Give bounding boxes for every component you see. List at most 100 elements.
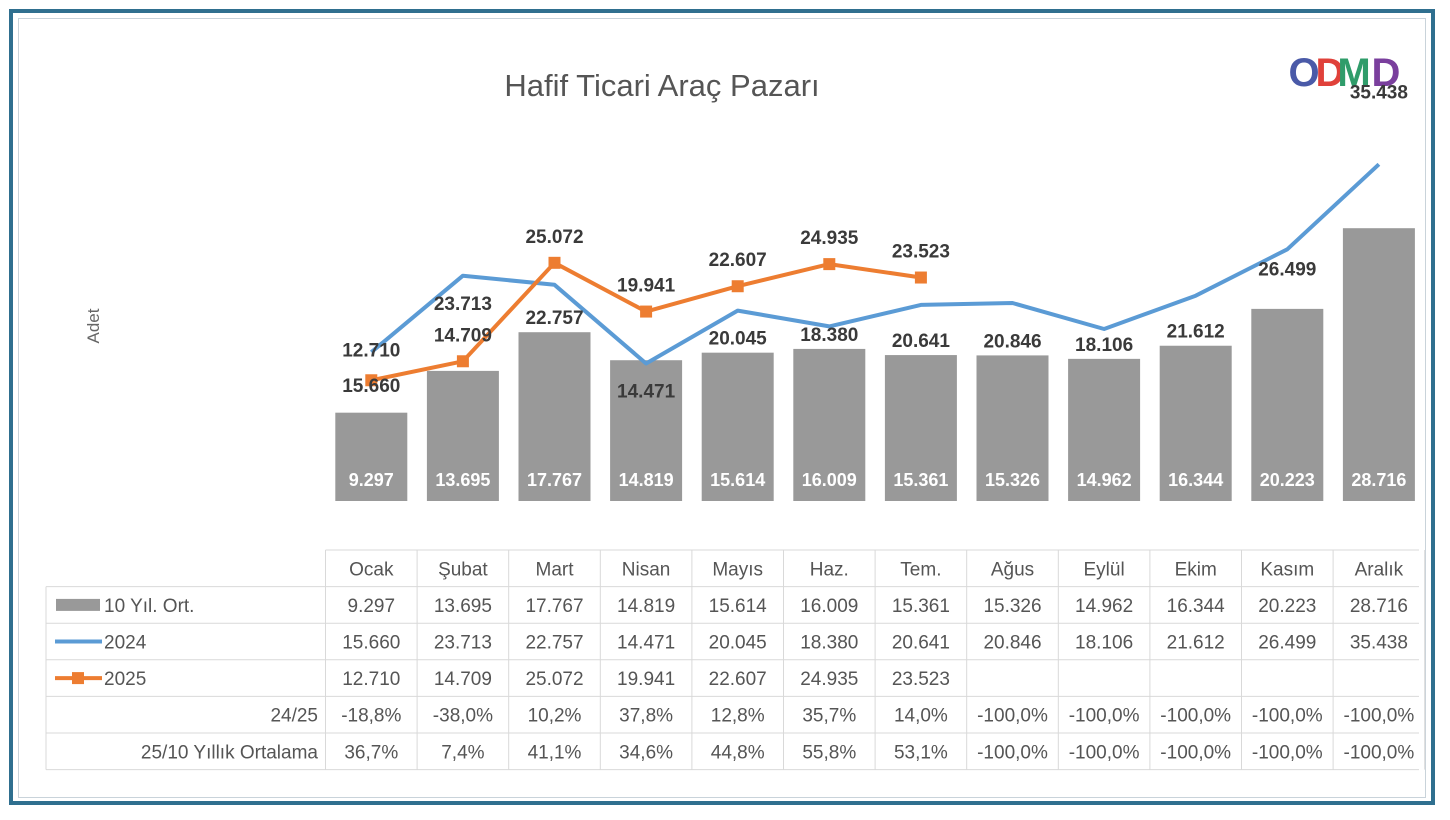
table-header-cell: Aralık [1355,559,1404,580]
bar-value-label: 9.297 [349,470,394,490]
table-cell: 15.614 [709,596,768,617]
bar-10yil-11 [1342,228,1415,501]
table-cell: -100,0% [977,706,1048,727]
bar-value-label: 16.344 [1168,470,1223,490]
table-row-label: 24/25 [270,706,318,727]
legend-key-bar [56,598,100,611]
marker-2025-3 [640,305,653,318]
table-cell: -100,0% [1160,706,1231,727]
lines-layer [365,162,1381,387]
bars-layer [335,228,1415,501]
marker-2025-5 [823,258,836,271]
line-2025-value-label: 25.072 [525,227,583,248]
bar-10yil-7 [976,355,1049,501]
table-cell: 9.297 [348,596,396,617]
line-2024-value-label: 18.106 [1075,335,1133,356]
outer-frame [9,9,1435,805]
table-cell: 23.523 [892,669,950,690]
bar-value-label: 20.223 [1260,470,1315,490]
table-cell: 26.499 [1258,633,1316,654]
table-cell: 34,6% [619,742,673,763]
data-table: Ocak Şubat Mart Nisan Mayıs Haz. Tem. Ağus Eylül… [45,549,1426,771]
table-header-cell: Mayıs [712,559,763,580]
table-header-cell: Haz. [810,559,849,580]
table-cell: 14.709 [434,669,492,690]
table-cell: 14,0% [894,706,948,727]
legend-key-2025-marker [72,672,84,685]
line-2024-value-label: 22.757 [525,308,583,329]
line-2025-value-label: 24.935 [800,228,859,249]
line-2024-value-label: 15.660 [342,376,400,397]
marker-2025-0 [365,374,378,387]
table-header-cell: Eylül [1084,559,1125,580]
table-cell: 23.713 [434,633,492,654]
table-cell: 18.380 [800,633,858,654]
line-2024-value-label: 14.471 [617,382,676,403]
table-cell: 12.710 [342,669,400,690]
table-cell: 20.223 [1258,596,1316,617]
bar-10yil-0 [335,412,408,501]
table-cell: 14.471 [617,633,675,654]
marker-2025-4 [731,280,744,293]
marker-2025-2 [548,256,561,269]
line-2024-value-label: 18.380 [800,325,858,346]
data-labels-layer: 9.297 13.695 17.767 14.819 15.614 16.009 15.36… [342,82,1408,490]
table-cell: -100,0% [1344,706,1415,727]
line-2024-value-label: 23.713 [434,294,492,315]
table-cell: 12,8% [711,706,765,727]
marker-2025-1 [456,355,469,368]
table-row-label: 25/10 Yıllık Ortalama [141,742,319,763]
bar-value-label: 17.767 [527,470,582,490]
table-cell: 16.344 [1167,596,1226,617]
table-cell: 7,4% [441,742,484,763]
line-2024-value-label: 35.438 [1350,82,1408,103]
table-cell: 25.072 [525,669,583,690]
table-header-cell: Ağus [991,559,1034,580]
table-cell: 15.361 [892,596,950,617]
y-axis-label: Adet [84,308,103,343]
table-cell: 36,7% [344,742,398,763]
line-2024-value-label: 20.045 [709,329,768,350]
bar-10yil-6 [884,355,957,501]
table-header-cell: Mart [536,559,575,580]
table-cell: -38,0% [433,706,493,727]
line-2025-value-label: 23.523 [892,242,950,263]
table-cell: 28.716 [1350,596,1408,617]
table-cell: 15.660 [342,633,400,654]
table-header-cell: Nisan [622,559,671,580]
table-cell: -18,8% [341,706,401,727]
bar-value-label: 28.716 [1351,470,1406,490]
table-cell: 20.641 [892,633,950,654]
line-2024-value-label: 20.641 [892,331,951,352]
bar-10yil-2 [518,332,591,501]
bar-10yil-10 [1251,308,1324,501]
table-cell: 20.045 [709,633,767,654]
table-cell: 35.438 [1350,633,1408,654]
bar-10yil-8 [1068,358,1141,501]
bar-value-label: 13.695 [435,470,490,490]
table-cell: 44,8% [711,742,765,763]
table-header-cell: Şubat [438,559,488,580]
table-cell: 53,1% [894,742,948,763]
table-cell: 15.326 [983,596,1041,617]
line-2024-value-label: 26.499 [1258,259,1316,280]
table-cell: -100,0% [977,742,1048,763]
bar-10yil-3 [610,360,683,501]
logo-letter: O [1288,51,1318,95]
bar-value-label: 15.614 [710,470,765,490]
bar-value-label: 14.819 [619,470,674,490]
table-row-label: 2025 [104,669,146,690]
table-header-cell: Tem. [900,559,941,580]
table-row-label: 2024 [104,633,147,654]
bar-value-label: 14.962 [1077,470,1132,490]
table-cell: 13.695 [434,596,492,617]
logo-letter: M [1337,51,1368,95]
table-row-label: 10 Yıl. Ort. [104,596,194,617]
table-cell: -100,0% [1344,742,1415,763]
bar-10yil-1 [426,370,499,501]
table-cell: 14.962 [1075,596,1133,617]
table-cell: -100,0% [1252,706,1323,727]
table-cell: 22.607 [709,669,767,690]
table-header-cell: Ekim [1175,559,1217,580]
